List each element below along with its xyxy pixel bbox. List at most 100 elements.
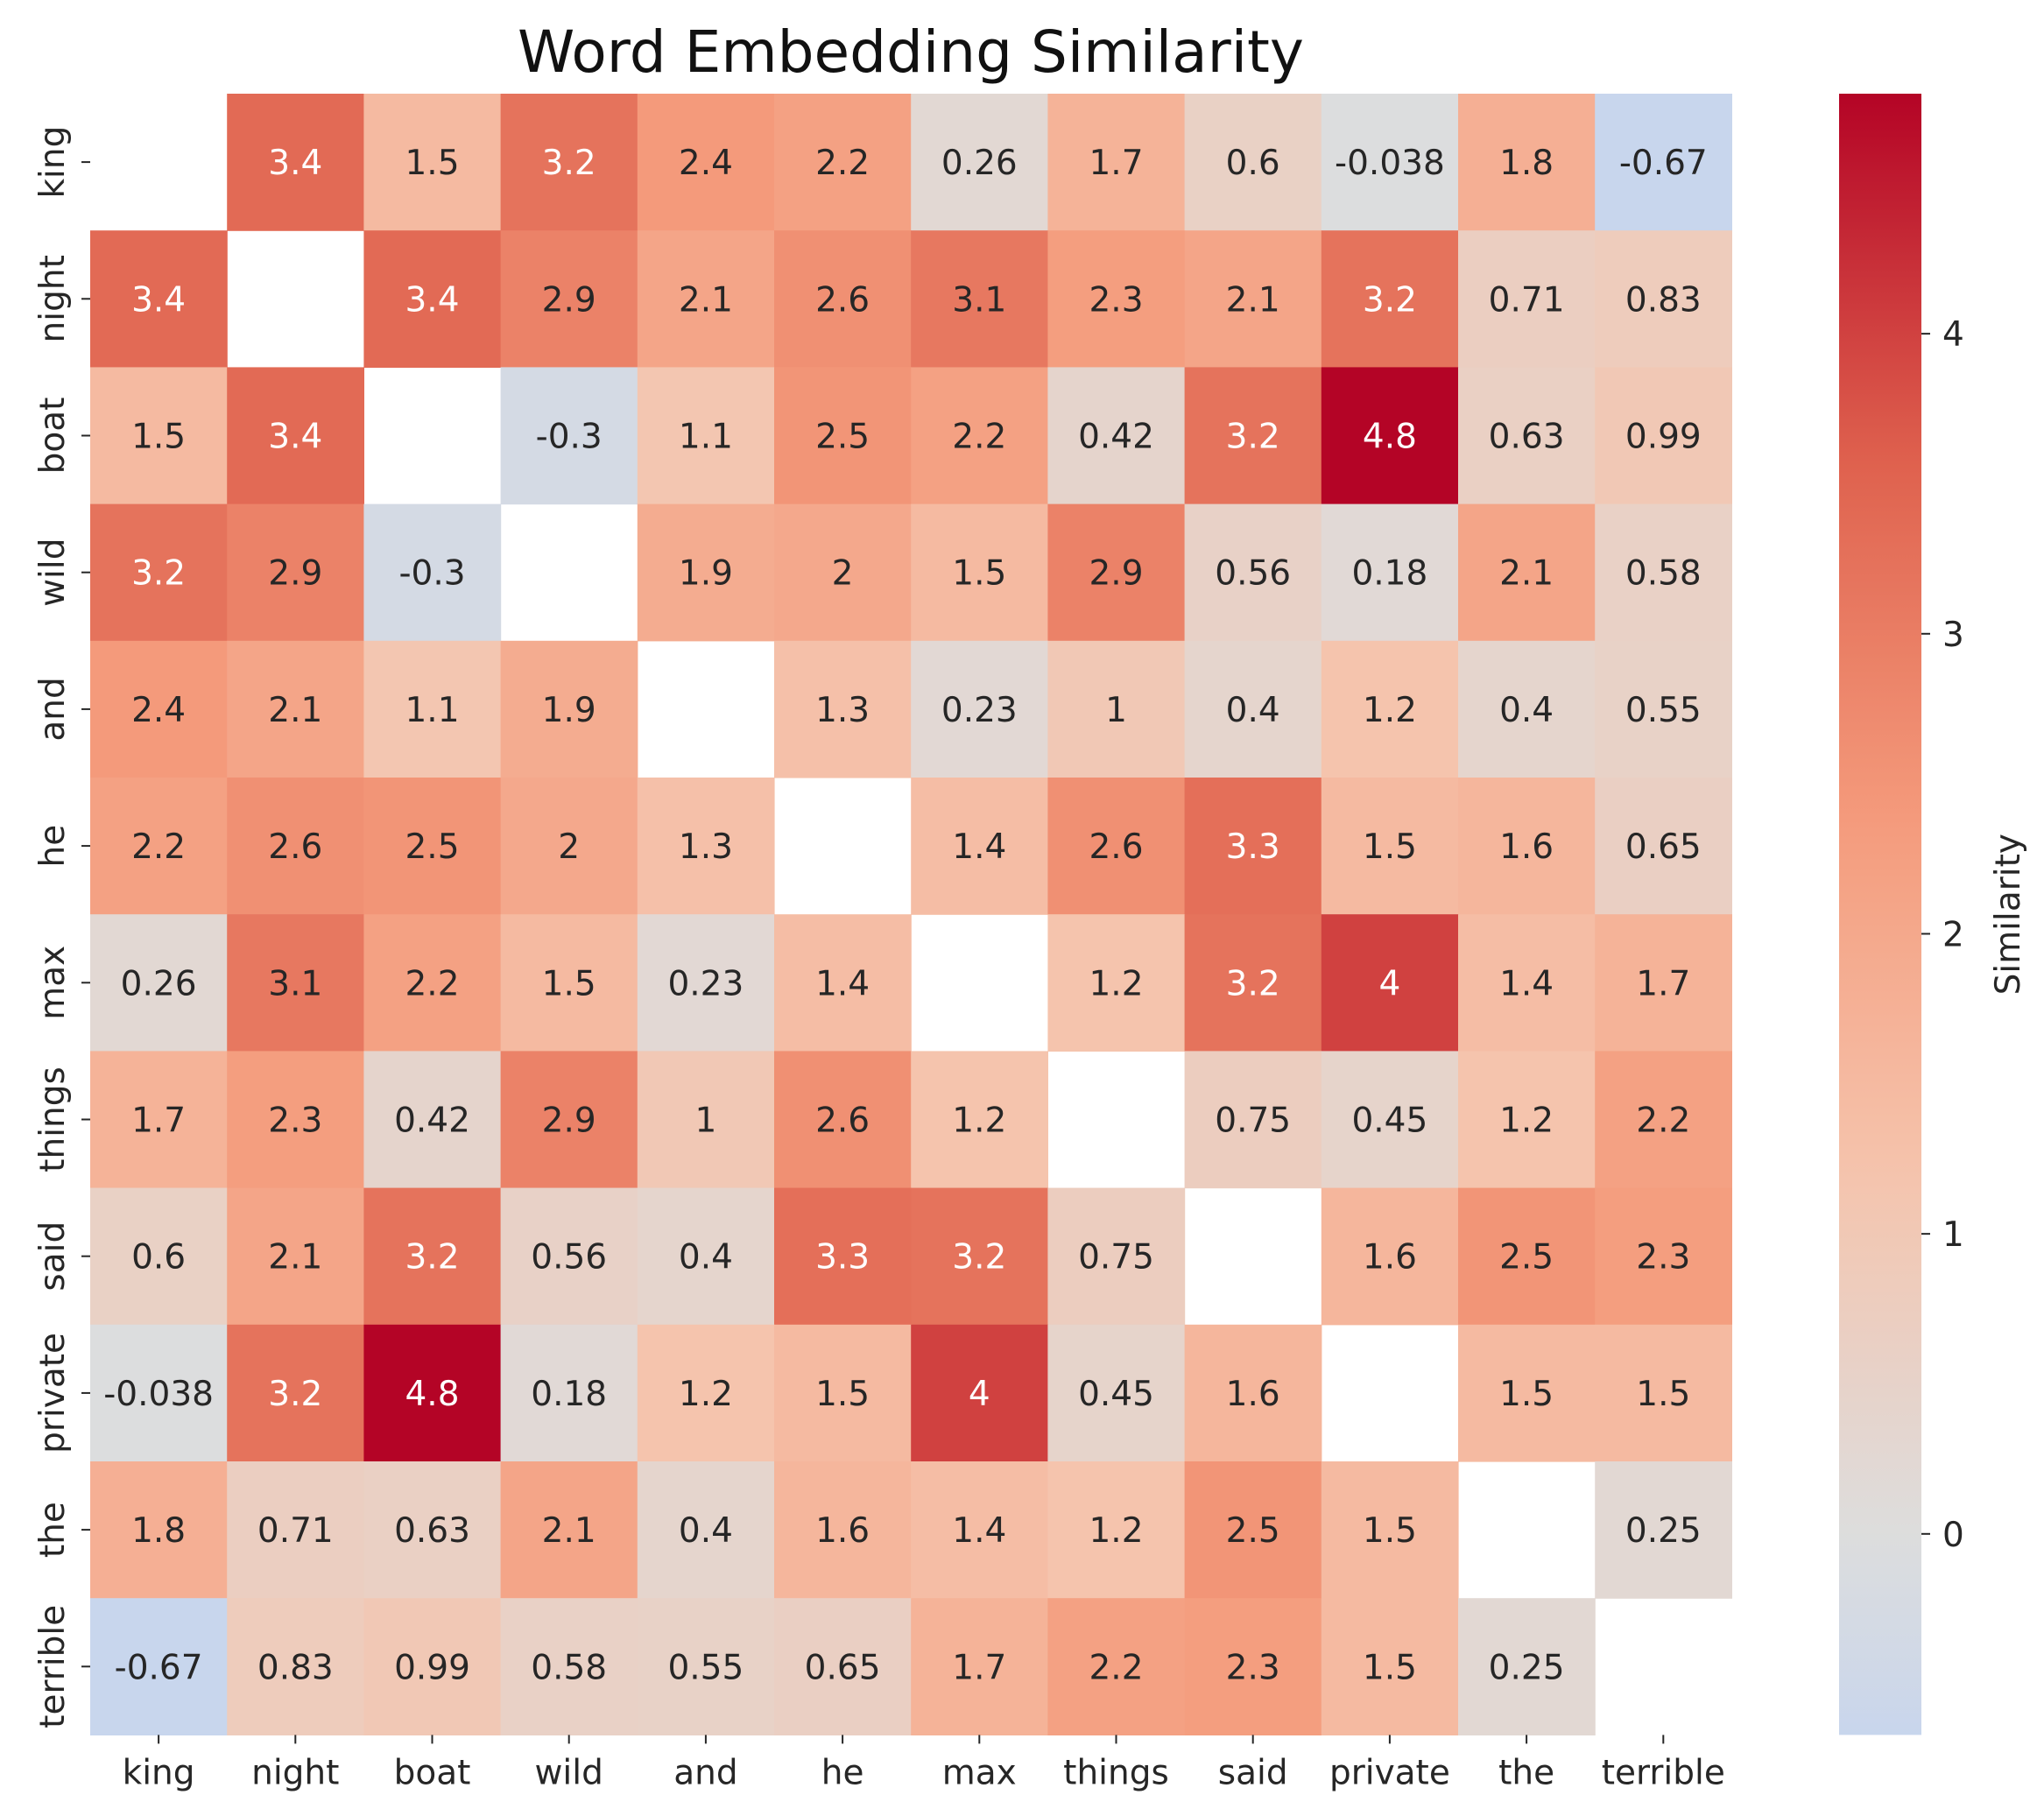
cell-value-label-king-wild: 3.2 [542, 144, 596, 183]
heatmap-cell-wild-and [637, 503, 775, 642]
cell-value-label-the-and: 0.4 [679, 1511, 733, 1551]
x-tick-label-things: things [1063, 1753, 1169, 1792]
heatmap-cell-the-he [774, 1461, 912, 1599]
heatmap-cell-king-and [637, 94, 775, 231]
heatmap-cell-said-night [227, 1187, 364, 1326]
cell-value-label-and-the: 0.4 [1499, 691, 1554, 730]
heatmap-cell-private-said [1184, 1324, 1322, 1462]
cell-value-label-things-wild: 2.9 [542, 1102, 596, 1141]
cell-value-label-said-boat: 3.2 [405, 1238, 459, 1278]
y-tick-label-night: night [33, 255, 73, 342]
heatmap-cell-he-things [1047, 778, 1186, 915]
cell-value-label-boat-king: 1.5 [131, 418, 186, 457]
cell-value-label-king-and: 2.4 [679, 144, 733, 183]
cell-value-label-private-and: 1.2 [679, 1375, 733, 1414]
cell-value-label-private-wild: 0.18 [531, 1375, 607, 1414]
axis-ticks: king king night night boat boat wild wild and and… [33, 126, 1725, 1793]
cell-value-label-max-boat: 2.2 [405, 964, 459, 1003]
cell-value-label-night-said: 2.1 [1226, 280, 1280, 320]
x-tick-label-and: and [673, 1753, 737, 1792]
y-tick-label-and: and [33, 677, 73, 741]
y-tick-label-king: king [33, 126, 73, 199]
x-tick-label-said: said [1218, 1753, 1288, 1792]
heatmap-cell-things-said [1184, 1051, 1322, 1189]
heatmap-cell-said-things [1047, 1187, 1186, 1326]
heatmap-cell-max-said [1184, 914, 1322, 1052]
heatmap-cell-boat-king [90, 367, 228, 505]
cell-value-label-night-terrible: 0.83 [1625, 280, 1702, 320]
heatmap-cell-wild-private [1321, 503, 1459, 642]
heatmap-cell-things-king [90, 1051, 228, 1189]
cell-value-label-the-boat: 0.63 [394, 1511, 470, 1551]
cell-value-label-private-king: -0.038 [103, 1375, 214, 1414]
cell-value-label-the-wild: 2.1 [542, 1511, 596, 1551]
cell-value-label-private-the: 1.5 [1499, 1375, 1554, 1414]
heatmap-cell-and-private [1321, 640, 1459, 778]
x-tick-label-max: max [942, 1753, 1017, 1792]
cell-value-label-said-terrible: 2.3 [1636, 1238, 1690, 1278]
heatmap-cell-boat-night [227, 367, 364, 505]
heatmap-cell-boat-and [637, 367, 775, 505]
heatmap-cell-night-said [1184, 230, 1322, 368]
heatmap-cell-said-wild [500, 1187, 638, 1326]
heatmap-cell-king-terrible [1595, 94, 1732, 231]
cell-value-label-things-and: 1 [694, 1102, 716, 1141]
heatmap-cell-and-boat [363, 640, 502, 778]
cell-value-label-terrible-wild: 0.58 [531, 1648, 607, 1687]
heatmap-cell-terrible-boat [363, 1598, 502, 1735]
cell-value-label-terrible-boat: 0.99 [394, 1648, 470, 1687]
cell-value-label-and-night: 2.1 [268, 691, 322, 730]
cell-value-label-things-he: 2.6 [815, 1102, 870, 1141]
cell-value-label-the-max: 1.4 [952, 1511, 1006, 1551]
cell-value-label-he-and: 1.3 [679, 827, 733, 867]
cell-value-label-wild-he: 2 [832, 554, 854, 594]
heatmap-cell-terrible-private [1321, 1598, 1459, 1735]
cell-value-label-and-wild: 1.9 [542, 691, 596, 730]
heatmap-cell-max-boat [363, 914, 502, 1052]
cell-value-label-he-boat: 2.5 [405, 827, 459, 867]
cell-value-label-king-he: 2.2 [815, 144, 870, 183]
heatmap-cell-the-max [911, 1461, 1048, 1599]
cell-value-label-king-things: 1.7 [1089, 144, 1143, 183]
heatmap-cell-things-private [1321, 1051, 1459, 1189]
cell-value-label-the-he: 1.6 [815, 1511, 870, 1551]
heatmap-cell-he-max [911, 778, 1048, 915]
cell-value-label-wild-night: 2.9 [268, 554, 322, 594]
heatmap-cell-wild-night [227, 503, 364, 642]
heatmap-cell-terrible-the [1458, 1598, 1596, 1735]
heatmap-cell-wild-king [90, 503, 228, 642]
heatmap-cell-max-private [1321, 914, 1459, 1052]
heatmap-cell-night-the [1458, 230, 1596, 368]
cell-value-label-private-he: 1.5 [815, 1375, 870, 1414]
colorbar-tick-label-2: 2 [1942, 915, 1964, 954]
heatmap-cell-and-he [774, 640, 912, 778]
heatmap-cell-private-terrible [1595, 1324, 1732, 1462]
heatmap-cell-private-wild [500, 1324, 638, 1462]
heatmap-cell-terrible-he [774, 1598, 912, 1735]
cell-value-label-he-private: 1.5 [1363, 827, 1417, 867]
heatmap-cell-private-he [774, 1324, 912, 1462]
heatmap-cell-he-the [1458, 778, 1596, 915]
cell-value-label-boat-he: 2.5 [815, 418, 870, 457]
cell-value-label-said-and: 0.4 [679, 1238, 733, 1278]
heatmap-cell-he-said [1184, 778, 1322, 915]
heatmap-cell-the-and [637, 1461, 775, 1599]
cell-value-label-and-things: 1 [1105, 691, 1127, 730]
cell-value-label-boat-and: 1.1 [679, 418, 733, 457]
cell-value-label-terrible-and: 0.55 [667, 1648, 744, 1687]
heatmap-cell-things-and [637, 1051, 775, 1189]
heatmap-cell-king-wild [500, 94, 638, 231]
heatmap-cell-king-private [1321, 94, 1459, 231]
cell-value-label-king-private: -0.038 [1335, 144, 1445, 183]
heatmap-cell-said-and [637, 1187, 775, 1326]
heatmap-cell-terrible-things [1047, 1598, 1186, 1735]
cell-value-label-wild-and: 1.9 [679, 554, 733, 594]
cell-value-label-king-said: 0.6 [1226, 144, 1280, 183]
heatmap-cell-max-things [1047, 914, 1186, 1052]
colorbar-tick-label-4: 4 [1942, 315, 1964, 355]
cell-value-label-terrible-night: 0.83 [257, 1648, 334, 1687]
y-tick-label-wild: wild [33, 538, 73, 607]
cell-value-label-the-private: 1.5 [1363, 1511, 1417, 1551]
cell-value-label-the-things: 1.2 [1089, 1511, 1143, 1551]
